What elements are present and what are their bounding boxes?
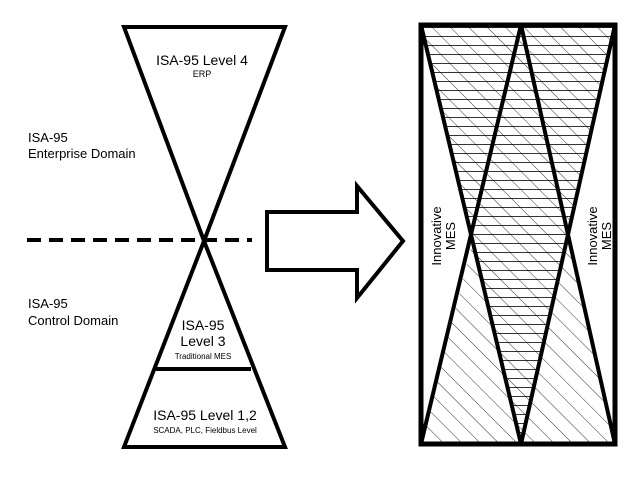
upper-horizontal-hatch-region [421,25,615,241]
innovative-mes-right-label: Innovative MES [585,206,614,265]
transition-arrow [265,180,406,304]
enterprise-domain-line2: Enterprise Domain [28,146,136,161]
level4-triangle [121,25,288,247]
left-label-strip [423,196,451,276]
lower-triangle [121,235,288,449]
control-domain-line2: Control Domain [28,313,118,328]
diagonal-line-2 [419,24,523,445]
diagonal-line-4 [519,24,617,445]
enterprise-domain-line1: ISA-95 [28,130,68,145]
level3-line1: ISA-95 [182,317,225,333]
level3-line2: Level 3 [180,333,225,349]
level12-subtitle: SCADA, PLC, Fieldbus Level [153,426,257,435]
level4-subtitle: ERP [193,69,212,79]
innovative-right-line1: Innovative [585,206,600,265]
innovative-left-line1: Innovative [429,206,444,265]
innovative-left-line2: MES [443,222,458,251]
innovative-mes-left-label: Innovative MES [429,206,458,265]
innovative-right-line2: MES [599,222,614,251]
level4-title: ISA-95 Level 4 [156,52,248,68]
level3-subtitle: Traditional MES [175,352,232,361]
control-domain-line1: ISA-95 [28,296,68,311]
mes-box-outline [418,22,618,447]
level12-title: ISA-95 Level 1,2 [153,407,257,423]
right-label-strip [584,196,612,276]
